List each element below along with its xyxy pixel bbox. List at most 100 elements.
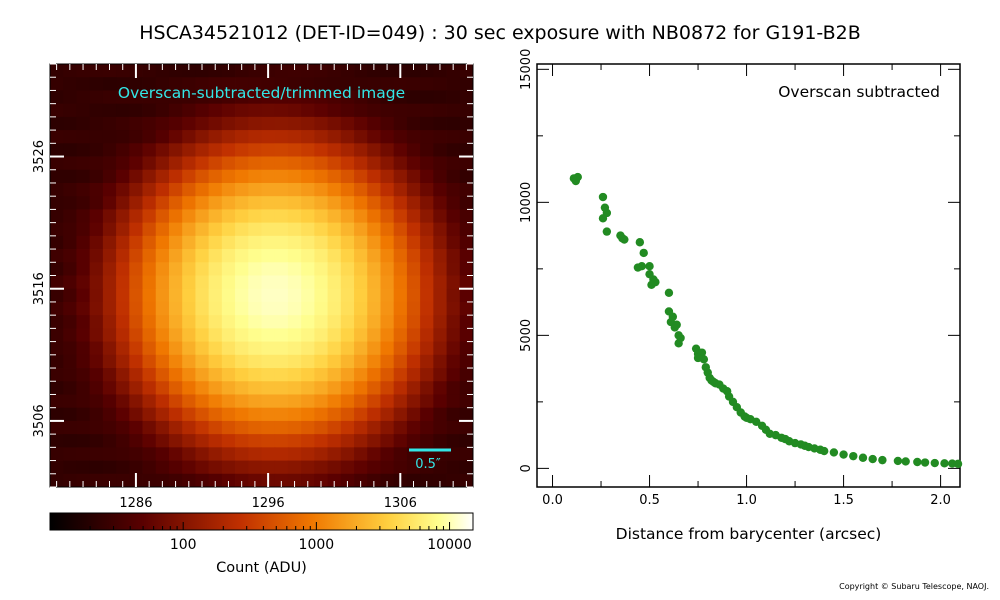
heatmap-cell — [420, 143, 434, 157]
heatmap-cell — [89, 262, 104, 276]
heatmap-cell — [446, 328, 461, 342]
heatmap-cell — [393, 275, 408, 290]
heatmap-cell — [354, 156, 368, 171]
heatmap-cell — [446, 116, 461, 131]
heatmap-cell — [76, 354, 91, 369]
heatmap-cell — [50, 275, 64, 290]
heatmap-cell — [420, 315, 434, 329]
heatmap-cell — [420, 275, 434, 290]
heatmap-cell — [208, 169, 223, 184]
heatmap-cell — [327, 288, 342, 303]
heatmap-cell — [287, 341, 302, 356]
heatmap-cell — [301, 473, 315, 488]
heatmap-cell — [116, 209, 130, 224]
heatmap-cell — [433, 196, 447, 210]
heatmap-cell — [354, 420, 368, 435]
heatmap-cell — [102, 209, 117, 224]
heatmap-cell — [248, 182, 262, 197]
heatmap-cell — [420, 434, 434, 448]
heatmap-cell — [50, 381, 64, 395]
heatmap-cell — [393, 196, 408, 210]
heatmap-cell — [446, 341, 461, 356]
scatter-point — [858, 453, 868, 462]
heatmap-cell — [116, 288, 130, 303]
heatmap-cell — [459, 341, 474, 356]
heatmap-cell — [235, 156, 249, 171]
heatmap-cell — [380, 169, 395, 184]
heatmap-cell — [50, 460, 64, 475]
heatmap-cell — [354, 407, 368, 422]
heatmap-cell — [420, 341, 434, 356]
heatmap-cell — [195, 169, 210, 184]
heatmap-cell — [354, 90, 368, 105]
heatmap-cell — [182, 420, 196, 435]
heatmap-cell — [274, 301, 289, 316]
heatmap-cell — [274, 447, 289, 461]
heatmap-cell — [327, 130, 342, 144]
heatmap-cell — [287, 315, 302, 329]
heatmap-cell — [76, 169, 91, 184]
heatmap-cell — [142, 90, 157, 105]
heatmap-cell — [116, 249, 130, 263]
heatmap-cell — [142, 368, 157, 382]
heatmap-cell — [327, 116, 342, 131]
heatmap-cell — [221, 275, 236, 290]
heatmap-cell — [248, 407, 262, 422]
heatmap-cell — [129, 196, 143, 210]
heatmap-cell — [63, 235, 77, 250]
heatmap-cell — [116, 354, 130, 369]
scatter-x-tick-label: 2.0 — [930, 493, 951, 508]
heatmap-cell — [287, 90, 302, 105]
heatmap-cell — [314, 328, 328, 342]
heatmap-cell — [327, 156, 342, 171]
heatmap-cell — [208, 381, 223, 395]
heatmap-cell — [195, 447, 210, 461]
heatmap-cell — [314, 249, 328, 263]
heatmap-cell — [459, 275, 474, 290]
heatmap-cell — [195, 103, 210, 118]
heatmap-cell — [380, 275, 395, 290]
heatmap-cell — [459, 420, 474, 435]
heatmap-cell — [446, 222, 461, 237]
heatmap-cell — [433, 394, 447, 409]
heatmap-cell — [340, 209, 355, 224]
heatmap-cell — [102, 77, 117, 91]
heatmap-cell — [406, 315, 421, 329]
heatmap-cell — [182, 90, 196, 105]
heatmap-cell — [380, 354, 395, 369]
heatmap-cell — [195, 460, 210, 475]
heatmap-cell — [248, 77, 262, 91]
heatmap-cell — [261, 341, 276, 356]
heatmap-cell — [235, 143, 249, 157]
heatmap-cell — [261, 116, 276, 131]
heatmap-cell — [459, 394, 474, 409]
heatmap-cell — [446, 143, 461, 157]
heatmap-cell — [367, 209, 381, 224]
heatmap-cell — [327, 407, 342, 422]
heatmap-cell — [168, 341, 183, 356]
heatmap-cell — [89, 64, 104, 78]
heatmap-cell — [221, 354, 236, 369]
heatmap-cell — [433, 169, 447, 184]
heatmap-cell — [89, 328, 104, 342]
heatmap-cell — [195, 394, 210, 409]
heatmap-cell — [274, 275, 289, 290]
heatmap-cell — [195, 315, 210, 329]
heatmap-cell — [327, 169, 342, 184]
heatmap-cell — [248, 235, 262, 250]
heatmap-cell — [142, 156, 157, 171]
heatmap-cell — [221, 222, 236, 237]
heatmap-cell — [446, 315, 461, 329]
heatmap-cell — [327, 196, 342, 210]
heatmap-cell — [433, 341, 447, 356]
heatmap-cell — [142, 447, 157, 461]
heatmap-cell — [50, 354, 64, 369]
heatmap-cell — [195, 77, 210, 91]
heatmap-cell — [168, 434, 183, 448]
heatmap-cell — [261, 90, 276, 105]
heatmap-cell — [420, 77, 434, 91]
heatmap-cell — [459, 143, 474, 157]
heatmap-cell — [261, 460, 276, 475]
heatmap-cell — [287, 447, 302, 461]
heatmap-cell — [76, 394, 91, 409]
